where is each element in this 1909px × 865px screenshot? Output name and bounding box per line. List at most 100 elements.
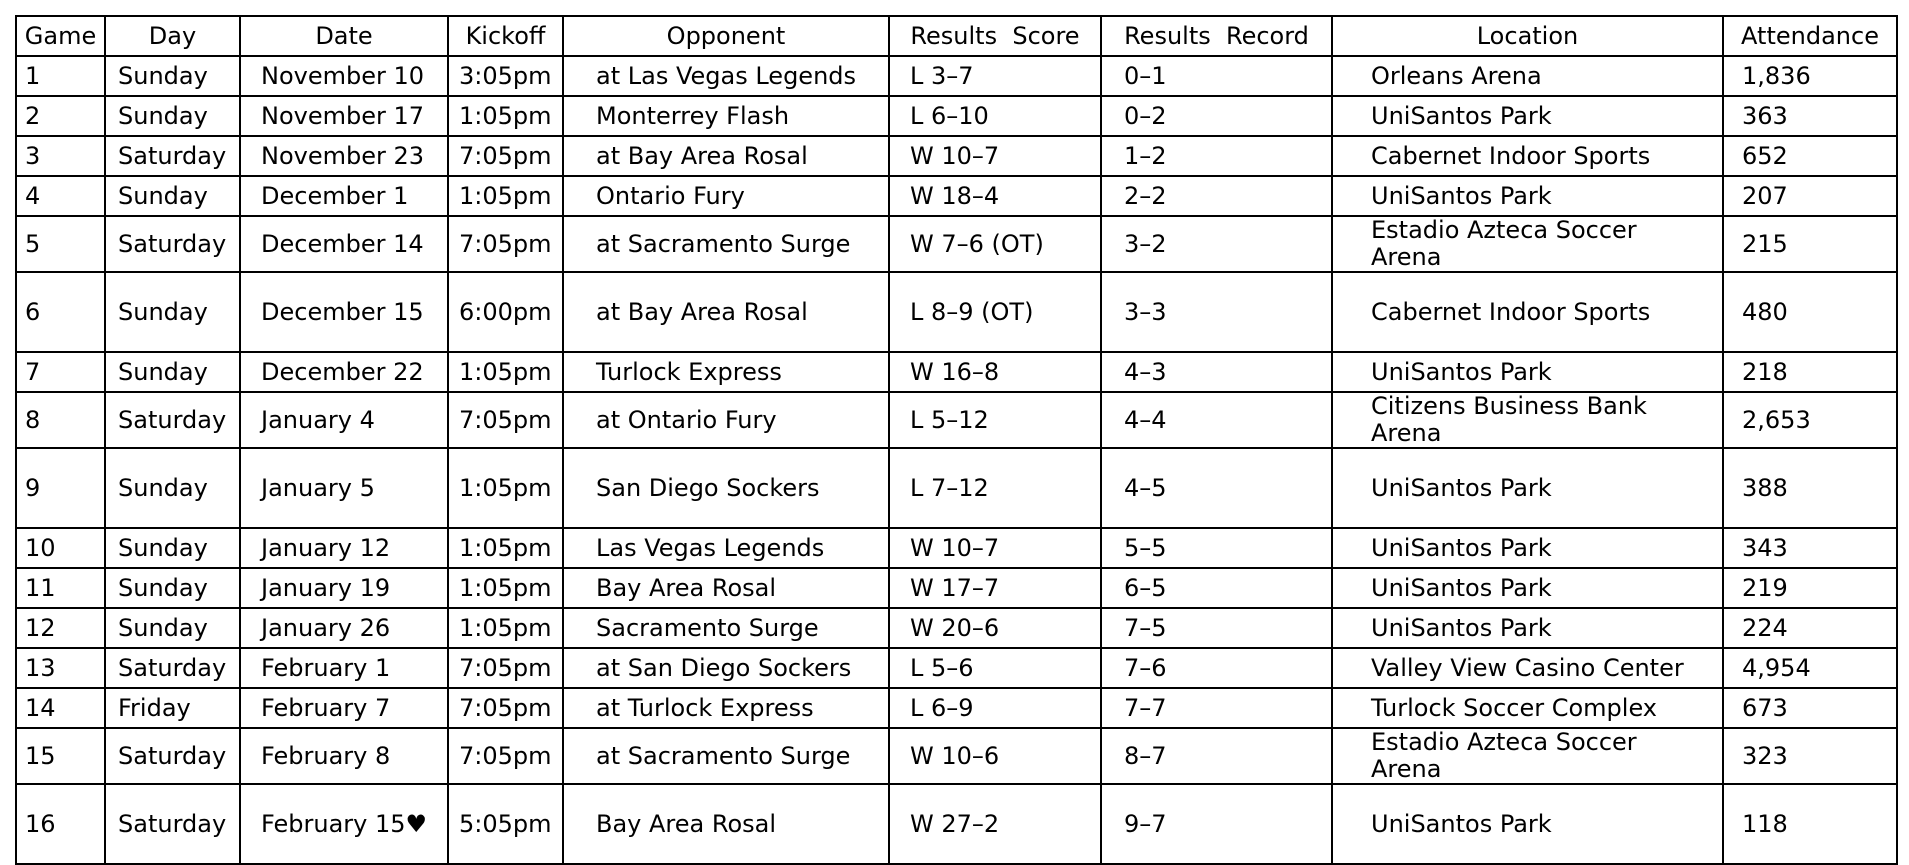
cell-day: Saturday xyxy=(104,135,241,177)
cell-score: L 6–9 xyxy=(888,687,1102,729)
cell-day: Saturday xyxy=(104,215,241,273)
location-text: Citizens Business Bank Arena xyxy=(1371,392,1647,447)
cell-kickoff: 7:05pm xyxy=(447,727,564,785)
cell-date: December 1 xyxy=(239,175,449,217)
cell-day: Sunday xyxy=(104,567,241,609)
cell-kickoff: 1:05pm xyxy=(447,527,564,569)
cell-attendance: 1,836 xyxy=(1722,55,1898,97)
header-location: Location xyxy=(1331,15,1724,57)
cell-kickoff: 5:05pm xyxy=(447,783,564,865)
cell-kickoff: 7:05pm xyxy=(447,647,564,689)
cell-record: 4–3 xyxy=(1100,351,1333,393)
cell-attendance: 363 xyxy=(1722,95,1898,137)
cell-game: 16 xyxy=(15,783,106,865)
location-text: Estadio Azteca Soccer Arena xyxy=(1371,728,1637,783)
table-row: 4 Sunday December 1 1:05pm Ontario Fury W 18–… xyxy=(15,175,1898,217)
location-text: UniSantos Park xyxy=(1371,357,1552,386)
location-text: UniSantos Park xyxy=(1371,101,1552,130)
table-body: 1 Sunday November 10 3:05pm at Las Vegas Leg… xyxy=(15,55,1898,865)
cell-day: Saturday xyxy=(104,783,241,865)
cell-score: L 7–12 xyxy=(888,447,1102,529)
cell-opponent: at Bay Area Rosal xyxy=(562,135,890,177)
table-row: 3 Saturday November 23 7:05pm at Bay Area Ro… xyxy=(15,135,1898,177)
table-row: 1 Sunday November 10 3:05pm at Las Vegas Leg… xyxy=(15,55,1898,97)
cell-opponent: San Diego Sockers xyxy=(562,447,890,529)
header-kickoff: Kickoff xyxy=(447,15,564,57)
cell-attendance: 215 xyxy=(1722,215,1898,273)
cell-opponent: Las Vegas Legends xyxy=(562,527,890,569)
cell-attendance: 480 xyxy=(1722,271,1898,353)
cell-game: 6 xyxy=(15,271,106,353)
cell-record: 3–2 xyxy=(1100,215,1333,273)
cell-attendance: 207 xyxy=(1722,175,1898,217)
cell-kickoff: 7:05pm xyxy=(447,215,564,273)
cell-day: Sunday xyxy=(104,271,241,353)
cell-attendance: 323 xyxy=(1722,727,1898,785)
cell-attendance: 673 xyxy=(1722,687,1898,729)
cell-location: Valley View Casino Center xyxy=(1331,647,1724,689)
cell-day: Sunday xyxy=(104,175,241,217)
location-text: UniSantos Park xyxy=(1371,613,1552,642)
cell-opponent: at Bay Area Rosal xyxy=(562,271,890,353)
cell-location: UniSantos Park xyxy=(1331,567,1724,609)
cell-score: W 10–7 xyxy=(888,527,1102,569)
cell-opponent: Sacramento Surge xyxy=(562,607,890,649)
cell-day: Sunday xyxy=(104,95,241,137)
cell-game: 11 xyxy=(15,567,106,609)
cell-record: 5–5 xyxy=(1100,527,1333,569)
cell-location: Orleans Arena xyxy=(1331,55,1724,97)
cell-kickoff: 3:05pm xyxy=(447,55,564,97)
header-results-score: Results Score xyxy=(888,15,1102,57)
schedule-table: Game Day Date Kickoff Opponent Results S… xyxy=(15,15,1898,865)
cell-record: 0–1 xyxy=(1100,55,1333,97)
cell-record: 1–2 xyxy=(1100,135,1333,177)
location-text: Estadio Azteca Soccer Arena xyxy=(1371,216,1637,271)
cell-record: 3–3 xyxy=(1100,271,1333,353)
cell-day: Saturday xyxy=(104,391,241,449)
header-attendance: Attendance xyxy=(1722,15,1898,57)
cell-kickoff: 1:05pm xyxy=(447,567,564,609)
cell-date: December 22 xyxy=(239,351,449,393)
cell-attendance: 219 xyxy=(1722,567,1898,609)
cell-opponent: at Sacramento Surge xyxy=(562,727,890,785)
cell-attendance: 118 xyxy=(1722,783,1898,865)
cell-date: November 23 xyxy=(239,135,449,177)
cell-day: Friday xyxy=(104,687,241,729)
cell-kickoff: 6:00pm xyxy=(447,271,564,353)
table-row: 7 Sunday December 22 1:05pm Turlock Express W… xyxy=(15,351,1898,393)
cell-location: Citizens Business Bank Arena xyxy=(1331,391,1724,449)
location-text: UniSantos Park xyxy=(1371,573,1552,602)
location-text: Turlock Soccer Complex xyxy=(1371,693,1658,722)
cell-opponent: at Turlock Express xyxy=(562,687,890,729)
cell-kickoff: 1:05pm xyxy=(447,351,564,393)
cell-date: December 14 xyxy=(239,215,449,273)
cell-score: W 18–4 xyxy=(888,175,1102,217)
cell-opponent: Monterrey Flash xyxy=(562,95,890,137)
cell-opponent: at Las Vegas Legends xyxy=(562,55,890,97)
cell-record: 6–5 xyxy=(1100,567,1333,609)
location-text: Valley View Casino Center xyxy=(1371,653,1684,682)
cell-game: 15 xyxy=(15,727,106,785)
table-row: 12 Sunday January 26 1:05pm Sacramento Surge… xyxy=(15,607,1898,649)
cell-score: W 17–7 xyxy=(888,567,1102,609)
cell-score: W 27–2 xyxy=(888,783,1102,865)
cell-day: Saturday xyxy=(104,727,241,785)
cell-opponent: Turlock Express xyxy=(562,351,890,393)
table-row: 14 Friday February 7 7:05pm at Turlock Expre… xyxy=(15,687,1898,729)
cell-date: January 4 xyxy=(239,391,449,449)
cell-game: 1 xyxy=(15,55,106,97)
cell-date: December 15 xyxy=(239,271,449,353)
header-game: Game xyxy=(15,15,106,57)
cell-date: February 7 xyxy=(239,687,449,729)
location-text: UniSantos Park xyxy=(1371,809,1552,838)
cell-record: 4–4 xyxy=(1100,391,1333,449)
table-row: 9 Sunday January 5 1:05pm San Diego Sockers L… xyxy=(15,447,1898,529)
cell-score: L 5–6 xyxy=(888,647,1102,689)
location-text: Cabernet Indoor Sports xyxy=(1371,297,1651,326)
cell-location: UniSantos Park xyxy=(1331,783,1724,865)
cell-record: 7–6 xyxy=(1100,647,1333,689)
cell-kickoff: 7:05pm xyxy=(447,391,564,449)
location-text: UniSantos Park xyxy=(1371,473,1552,502)
table-row: 10 Sunday January 12 1:05pm Las Vegas Legend… xyxy=(15,527,1898,569)
table-header: Game Day Date Kickoff Opponent Results S… xyxy=(15,15,1898,57)
